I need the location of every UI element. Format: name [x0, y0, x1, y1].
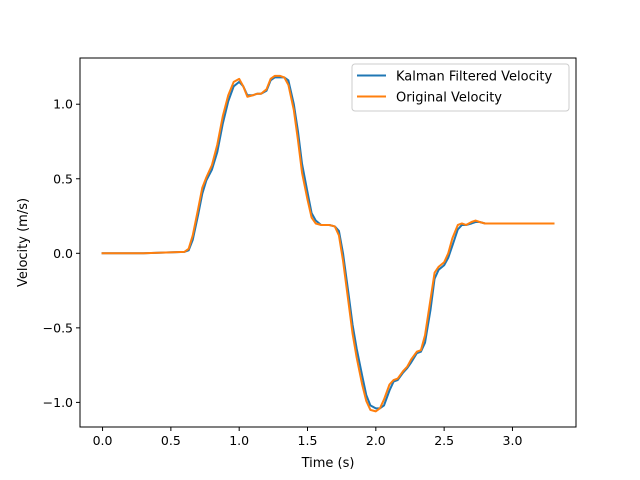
- y-axis-ticks: −1.0 −0.5 0.0 0.5 1.0: [43, 97, 80, 410]
- y-tick-label: 0.0: [53, 246, 73, 261]
- series-line-original: [101, 74, 555, 413]
- x-tick-label: 2.5: [434, 433, 454, 448]
- x-tick-label: 0.0: [93, 433, 113, 448]
- y-tick-label: 1.0: [53, 97, 73, 112]
- legend-label-original: Original Velocity: [396, 91, 502, 106]
- plot-frame: [79, 57, 577, 428]
- x-tick-label: 0.5: [161, 433, 181, 448]
- y-tick-label: −1.0: [43, 395, 73, 410]
- legend-label-kalman: Kalman Filtered Velocity: [396, 70, 552, 85]
- series-lines: [101, 74, 555, 413]
- x-tick-label: 3.0: [503, 433, 523, 448]
- x-axis-ticks: 0.0 0.5 1.0 1.5 2.0 2.5 3.0: [93, 427, 523, 448]
- x-tick-label: 1.5: [298, 433, 318, 448]
- y-axis-label: Velocity (m/s): [16, 198, 31, 287]
- x-axis-label: Time (s): [301, 456, 355, 471]
- legend-box: [351, 63, 570, 112]
- legend: Kalman Filtered Velocity Original Veloci…: [351, 63, 570, 112]
- x-tick-label: 2.0: [366, 433, 386, 448]
- x-tick-label: 1.0: [229, 433, 249, 448]
- y-tick-label: 0.5: [53, 171, 73, 186]
- y-tick-label: −0.5: [43, 320, 73, 335]
